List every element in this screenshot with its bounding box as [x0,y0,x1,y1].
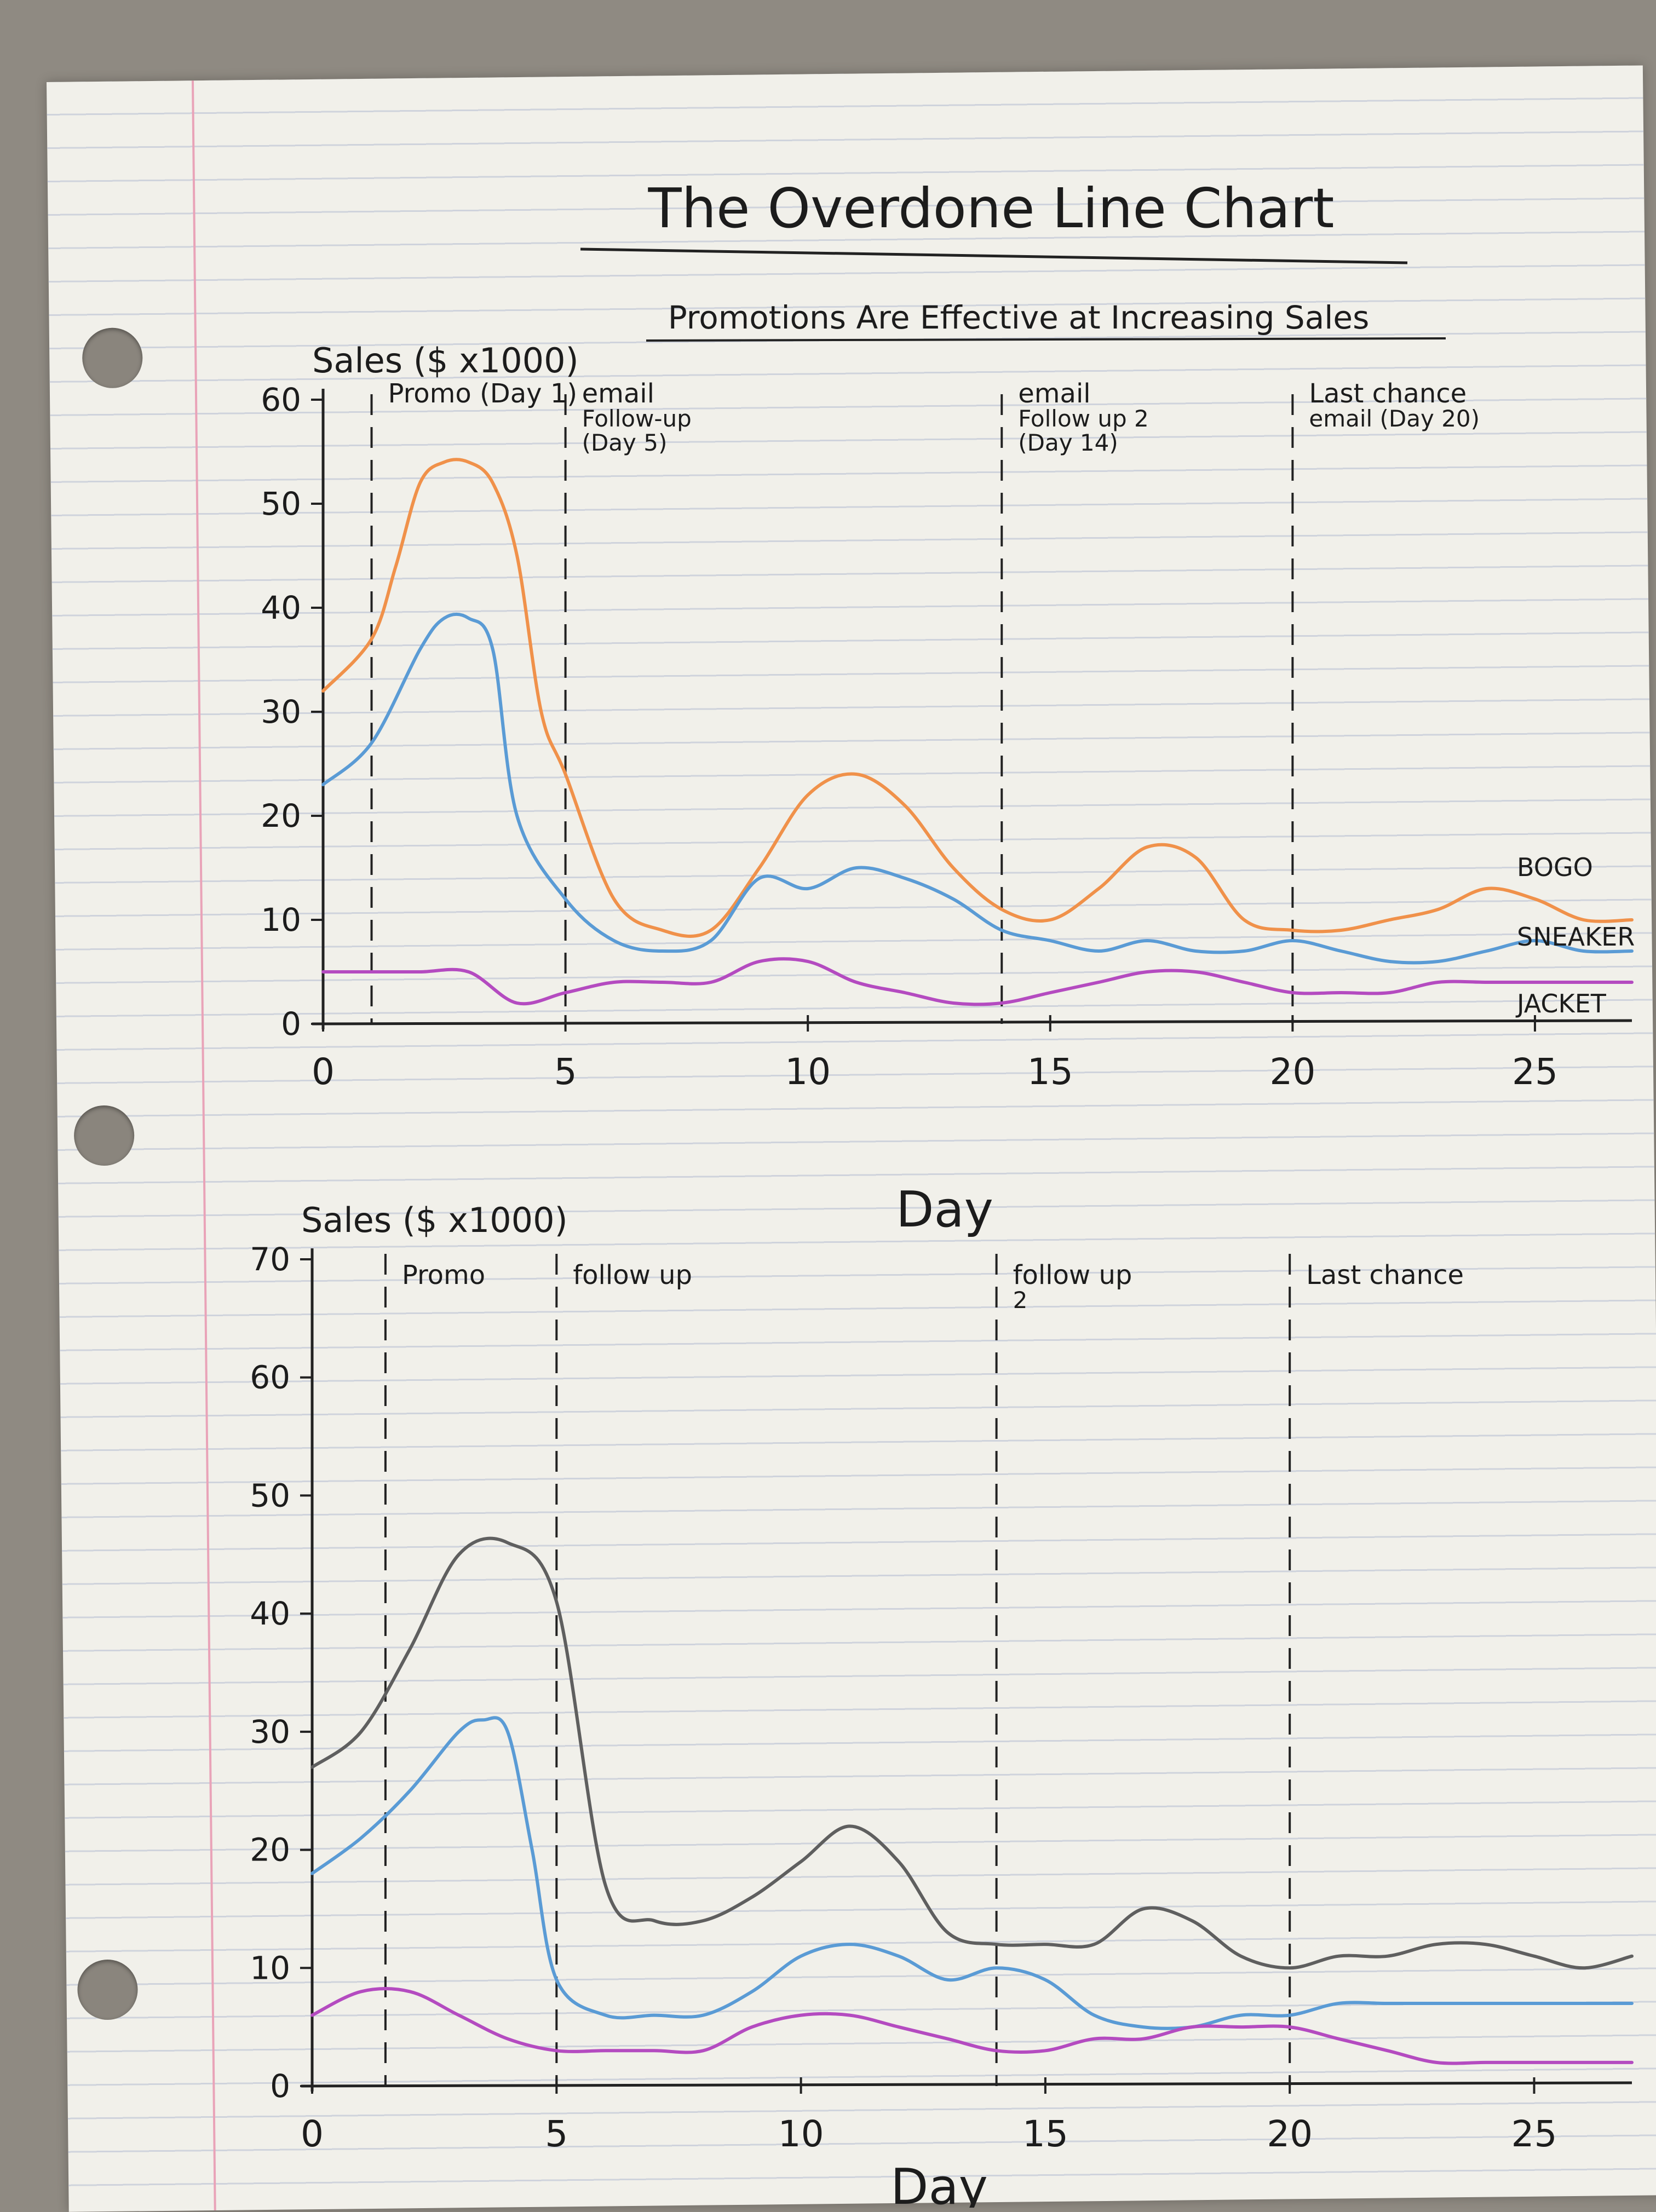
y-axis-label: Sales ($ x1000) [312,341,579,381]
y-tick-label: 30 [250,1713,290,1750]
event-annotation-text: Promo (Day 1) [388,378,578,409]
chart-title: Promotions Are Effective at Increasing S… [668,299,1370,336]
series-legend-label: SNEAKER [1517,922,1635,952]
x-axis-line [301,2081,1632,2088]
event-annotation-text: 2 [1013,1287,1028,1314]
x-tick-label: 15 [1022,2113,1068,2155]
x-tick-label: 20 [1267,2113,1313,2155]
series-line-sneaker [321,612,1634,965]
chart-top: Promotions Are Effective at Increasing S… [261,299,1635,1239]
event-annotation-text: email [1018,378,1090,409]
event-annotation-text: Promo [402,1260,485,1291]
chart-title-underline [646,337,1446,342]
x-tick-label: 20 [1269,1051,1315,1093]
series-line-series-2 [311,1716,1634,2030]
x-axis-label: Day [896,1181,993,1239]
series-legend-label: JACKET [1515,989,1607,1018]
event-annotation-text: email [582,378,654,409]
y-tick-label: 50 [261,485,301,522]
event-annotation-text: email (Day 20) [1309,405,1480,432]
y-tick-label: 40 [261,589,301,626]
y-tick-label: 70 [250,1241,290,1278]
event-annotation-text: (Day 14) [1018,429,1118,456]
y-tick-label: 10 [250,1949,290,1986]
x-tick-label: 10 [785,1051,831,1093]
event-annotation-text: Last chance [1309,378,1467,409]
y-tick-label: 60 [250,1359,290,1396]
event-annotation-text: Follow up 2 [1018,405,1148,432]
y-tick-label: 0 [270,2067,290,2105]
y-tick-label: 60 [261,381,301,418]
x-axis-line [312,1019,1632,1026]
event-annotation-text: follow up [1013,1260,1132,1291]
x-tick-label: 25 [1511,2113,1557,2155]
y-tick-label: 0 [281,1005,301,1042]
x-tick-label: 25 [1512,1051,1558,1093]
y-tick-label: 50 [250,1477,290,1514]
event-annotation-text: follow up [573,1260,692,1291]
event-annotation-text: Last chance [1306,1260,1464,1291]
y-tick-label: 30 [261,693,301,730]
x-tick-label: 10 [778,2113,824,2155]
event-annotation-text: Follow-up [582,405,692,432]
y-tick-label: 40 [250,1595,290,1632]
x-axis-label: Day [890,2158,988,2208]
y-tick-label: 20 [261,797,301,834]
y-axis-label: Sales ($ x1000) [301,1200,568,1240]
x-tick-label: 0 [301,2113,324,2155]
series-line-bogo [321,458,1634,938]
x-tick-label: 0 [312,1051,335,1093]
series-legend-label: BOGO [1517,852,1593,882]
x-tick-label: 5 [545,2113,568,2155]
y-tick-label: 10 [261,901,301,938]
x-tick-label: 15 [1027,1051,1073,1093]
event-annotation-text: (Day 5) [582,429,668,456]
y-tick-label: 20 [250,1831,290,1869]
series-line-jacket [321,957,1634,1006]
page-title-underline [580,247,1408,264]
series-line-series-3 [311,1987,1634,2065]
chart-bottom: Sales ($ x1000) Day 0 10 20 30 40 50 60 70 0 5 10 15 2… [250,1200,1634,2208]
series-line-series-1 [311,1536,1634,1970]
x-tick-label: 5 [554,1051,577,1093]
page-title: The Overdone Line Chart [648,176,1335,240]
